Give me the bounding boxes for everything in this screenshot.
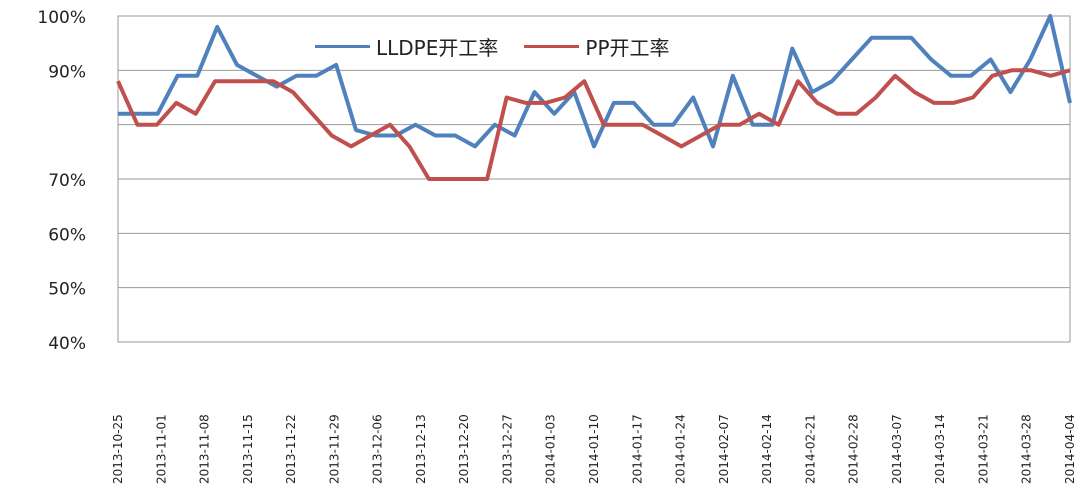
- x-tick-label: 2014-01-10: [587, 414, 601, 484]
- x-tick-label: 2014-02-28: [847, 414, 861, 484]
- x-tick-label: 2013-11-29: [327, 414, 341, 484]
- legend-swatch-lldpe: [315, 45, 370, 48]
- x-tick-label: 2013-12-20: [457, 414, 471, 484]
- y-tick-label: 100%: [37, 8, 86, 28]
- x-tick-label: 2013-12-13: [414, 414, 428, 484]
- x-tick-label: 2013-11-15: [241, 414, 255, 484]
- legend-label-lldpe: LLDPE开工率: [376, 36, 499, 60]
- x-tick-label: 2014-03-14: [933, 414, 947, 484]
- x-tick-label: 2014-04-04: [1063, 414, 1077, 484]
- legend-item-lldpe: LLDPE开工率: [315, 32, 498, 61]
- x-tick-label: 2014-03-28: [1020, 414, 1034, 484]
- x-tick-label: 2013-11-22: [284, 414, 298, 484]
- legend: LLDPE开工率 PP开工率: [315, 32, 670, 61]
- y-axis-labels: 100% 90% 70% 60% 50% 40%: [37, 8, 86, 354]
- x-tick-label: 2014-02-14: [760, 414, 774, 484]
- y-tick-label: 60%: [48, 225, 86, 245]
- x-tick-label: 2014-02-21: [803, 414, 817, 484]
- x-tick-label: 2014-01-17: [630, 414, 644, 484]
- legend-label-pp: PP开工率: [585, 36, 670, 60]
- x-tick-label: 2014-03-21: [976, 414, 990, 484]
- series-line-lldpe: [118, 14, 1072, 149]
- x-tick-label: 2013-12-27: [500, 414, 514, 484]
- legend-swatch-pp: [524, 45, 580, 48]
- x-tick-label: 2013-12-06: [371, 414, 385, 484]
- series-lines: [116, 14, 1072, 181]
- x-tick-label: 2013-10-25: [111, 414, 125, 484]
- y-tick-label: 50%: [48, 280, 86, 300]
- y-tick-label: 90%: [48, 62, 86, 82]
- gridlines: [118, 15, 1070, 343]
- x-tick-label: 2014-01-24: [674, 414, 688, 484]
- x-tick-label: 2013-11-08: [198, 414, 212, 484]
- x-tick-label: 2013-11-01: [154, 414, 168, 484]
- series-line-pp: [116, 68, 1071, 181]
- x-axis-labels: 2013-10-25 2013-11-01 2013-11-08 2013-11-15…: [111, 414, 1077, 484]
- y-tick-label: 40%: [48, 334, 86, 354]
- x-tick-label: 2014-02-07: [717, 414, 731, 484]
- x-tick-label: 2014-01-03: [544, 414, 558, 484]
- x-tick-label: 2014-03-07: [890, 414, 904, 484]
- legend-item-pp: PP开工率: [524, 32, 670, 61]
- y-tick-label: 70%: [48, 171, 86, 191]
